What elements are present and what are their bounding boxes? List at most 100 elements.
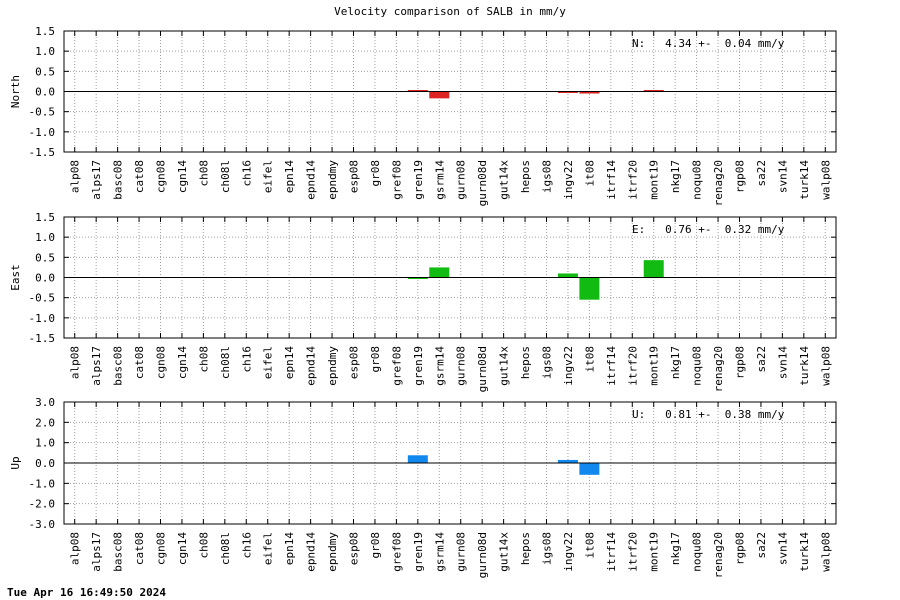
x-tick-label: gurn08d (476, 160, 489, 206)
x-tick-label: svn14 (776, 346, 789, 379)
x-tick-label: ch08l (219, 532, 232, 565)
x-tick-label: ingv22 (562, 346, 575, 386)
x-tick-label: gr08 (369, 160, 382, 187)
x-tick-label: alps17 (90, 346, 103, 386)
x-tick-label: cat08 (133, 532, 146, 565)
x-tick-label: hepos (519, 160, 532, 193)
x-tick-label: gref08 (390, 346, 403, 386)
x-tick-label: noqu08 (691, 160, 704, 200)
bar-up-gren19 (407, 455, 428, 463)
panel-east: -1.5 -1.0 -0.5 0.0 0.5 1.0 1.5 East E: 0.76 +- 0… (9, 211, 837, 392)
x-tick-label: turk14 (798, 346, 811, 386)
x-tick-label: gut14x (498, 346, 511, 386)
x-tick-label: it08 (583, 532, 596, 559)
x-tick-label: esp08 (348, 532, 361, 565)
x-tick-label: walp08 (819, 346, 832, 386)
y-tick-label: -3.0 (29, 518, 56, 531)
x-tick-label: epndmy (326, 532, 339, 572)
x-tick-label: noqu08 (691, 532, 704, 572)
x-tick-label: mont19 (648, 160, 661, 200)
x-tick-label: ingv22 (562, 160, 575, 200)
x-tick-label: noqu08 (691, 346, 704, 386)
x-tick-label: gsrm14 (433, 532, 446, 572)
x-tick-label: gurn08d (476, 532, 489, 578)
x-tick-label: epndmy (326, 346, 339, 386)
y-tick-label: 2.0 (35, 416, 55, 429)
x-tick-label: alp08 (69, 532, 82, 565)
x-tick-label: epn14 (283, 160, 296, 193)
y-axis-label-east: East (9, 264, 22, 291)
x-tick-label: sa22 (755, 160, 768, 187)
x-tick-label: eifel (262, 160, 275, 193)
annotation-east: E: 0.76 +- 0.32 mm/y (632, 223, 785, 236)
x-tick-label: gurn08 (455, 160, 468, 200)
x-tick-label: igs08 (541, 346, 554, 379)
y-tick-label: -1.0 (29, 477, 56, 490)
x-tick-label: alp08 (69, 160, 82, 193)
y-axis-label-north: North (9, 75, 22, 108)
bar-north-gren19 (407, 90, 428, 92)
x-tick-label: it08 (583, 160, 596, 187)
bar-east-mont19 (643, 260, 664, 278)
x-tick-label: cgn14 (176, 532, 189, 565)
x-tick-label: mont19 (648, 532, 661, 572)
x-tick-label: epnd14 (305, 346, 318, 386)
x-tick-label: sa22 (755, 346, 768, 373)
x-tick-label: rgp08 (734, 160, 747, 193)
x-tick-label: turk14 (798, 532, 811, 572)
bar-north-it08 (579, 91, 600, 94)
x-tick-label: gr08 (369, 532, 382, 559)
y-tick-label: 1.0 (35, 437, 55, 450)
x-tick-label: esp08 (348, 346, 361, 379)
x-tick-label: cgn08 (155, 346, 168, 379)
x-tick-label: svn14 (776, 532, 789, 565)
x-tick-label: it08 (583, 346, 596, 373)
x-tick-label: renag20 (712, 346, 725, 392)
x-tick-label: gr08 (369, 346, 382, 373)
bar-east-gren19 (407, 277, 428, 279)
x-tick-label: hepos (519, 346, 532, 379)
y-tick-label: 1.0 (35, 45, 55, 58)
timestamp: Tue Apr 16 16:49:50 2024 (7, 586, 166, 599)
x-tick-label: eifel (262, 532, 275, 565)
x-tick-label: cgn08 (155, 532, 168, 565)
x-tick-label: epnd14 (305, 532, 318, 572)
x-tick-label: epn14 (283, 346, 296, 379)
x-tick-label: gref08 (390, 160, 403, 200)
x-tick-label: epnd14 (305, 160, 318, 200)
y-tick-label: 1.5 (35, 211, 55, 224)
x-tick-label: sa22 (755, 532, 768, 559)
y-tick-label: -0.5 (29, 106, 56, 119)
y-tick-label: 1.5 (35, 25, 55, 38)
x-tick-label: basc08 (112, 532, 125, 572)
bar-north-mont19 (643, 90, 664, 92)
x-tick-label: igs08 (541, 160, 554, 193)
x-tick-label: nkg17 (669, 160, 682, 193)
x-tick-label: nkg17 (669, 532, 682, 565)
x-tick-label: ch16 (240, 346, 253, 373)
x-tick-label: gren19 (412, 160, 425, 200)
x-tick-label: igs08 (541, 532, 554, 565)
y-tick-label: -1.0 (29, 312, 56, 325)
x-tick-label: ch08l (219, 160, 232, 193)
y-tick-label: 0.0 (35, 86, 55, 99)
bar-up-it08 (579, 463, 600, 475)
x-tick-label: gut14x (498, 160, 511, 200)
x-tick-label: gren19 (412, 346, 425, 386)
bar-up-ingv22 (557, 459, 578, 463)
x-tick-label: walp08 (819, 532, 832, 572)
x-tick-label: gren19 (412, 532, 425, 572)
x-tick-label: rgp08 (734, 532, 747, 565)
x-tick-label: itrf20 (626, 346, 639, 386)
x-tick-label: gref08 (390, 532, 403, 572)
x-tick-label: svn14 (776, 160, 789, 193)
y-tick-label: 0.0 (35, 457, 55, 470)
x-tick-label: gsrm14 (433, 346, 446, 386)
x-tick-label: walp08 (819, 160, 832, 200)
y-tick-label: 0.0 (35, 272, 55, 285)
y-tick-label: -1.0 (29, 126, 56, 139)
bar-north-ingv22 (557, 91, 578, 93)
x-tick-label: renag20 (712, 532, 725, 578)
x-tick-label: epndmy (326, 160, 339, 200)
x-tick-label: cgn14 (176, 160, 189, 193)
